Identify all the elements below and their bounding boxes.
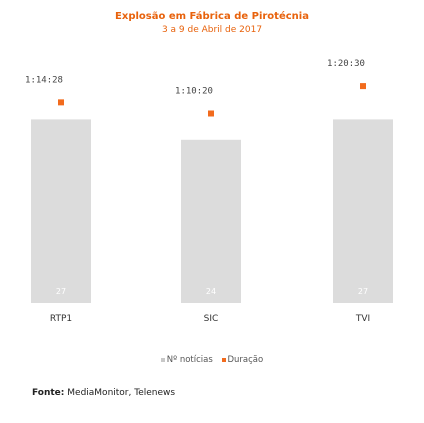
duration-marker-rtp1: [58, 99, 64, 106]
chart-subtitle: 3 a 9 de Abril de 2017: [161, 25, 263, 35]
duration-marker-tvi: [360, 83, 366, 90]
bar-rtp1: [31, 119, 91, 304]
category-label-rtp1: RTP1: [50, 314, 72, 324]
bar-sic: [181, 139, 241, 303]
legend: Nº notícias Duração: [0, 355, 424, 365]
bar-value-sic: 24: [206, 287, 216, 296]
category-label-tvi: TVI: [355, 314, 370, 324]
duration-label-rtp1: 1:14:28: [25, 75, 63, 85]
bar-chart: 27 RTP1 1:14:28 24 SIC 1:10:20 27 TVI 1:20:30: [25, 59, 393, 324]
source-text: MediaMonitor, Telenews: [67, 388, 176, 398]
duration-label-tvi: 1:20:30: [327, 59, 365, 69]
duration-label-sic: 1:10:20: [175, 86, 213, 96]
category-label-sic: SIC: [204, 314, 219, 324]
bar-value-tvi: 27: [358, 287, 368, 296]
legend-label-duracao: Duração: [227, 355, 264, 365]
bar-tvi: [333, 119, 393, 304]
bar-value-rtp1: 27: [56, 287, 66, 296]
legend-item-duracao: Duração: [221, 355, 264, 365]
legend-item-noticias: Nº notícias: [160, 355, 216, 365]
source-note: Fonte: MediaMonitor, Telenews: [32, 388, 175, 398]
chart-title: Explosão em Fábrica de Pirotécnia: [115, 11, 309, 22]
legend-swatch-duracao: [221, 357, 226, 362]
legend-swatch-noticias: [160, 357, 165, 362]
source-label: Fonte:: [32, 388, 65, 398]
legend-label-noticias: Nº notícias: [166, 355, 213, 365]
duration-marker-sic: [208, 110, 214, 117]
